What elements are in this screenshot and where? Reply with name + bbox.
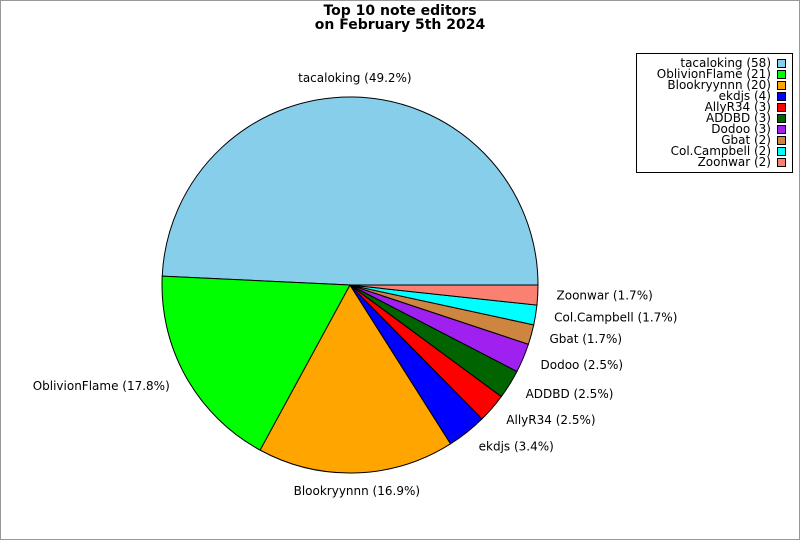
legend-label: Dodoo (3) — [711, 122, 771, 136]
pie-slice — [259, 284, 452, 474]
slice-label: OblivionFlame (17.8%) — [33, 379, 170, 393]
pie-slice — [161, 275, 351, 451]
slice-label: ekdjs (3.4%) — [479, 439, 554, 453]
legend-swatch — [777, 92, 786, 101]
legend-swatch — [777, 136, 786, 145]
slice-label: tacaloking (49.2%) — [298, 71, 412, 85]
slice-label: AllyR34 (2.5%) — [506, 413, 595, 427]
chart-subtitle: on February 5th 2024 — [315, 17, 486, 33]
legend-swatch — [777, 81, 786, 90]
pie-slice — [349, 284, 539, 306]
slice-label: Gbat (1.7%) — [549, 332, 622, 346]
legend-label: tacaloking (58) — [680, 56, 771, 70]
slice-label: Zoonwar (1.7%) — [557, 289, 653, 303]
legend-label: Gbat (2) — [721, 133, 771, 147]
legend-swatch — [777, 70, 786, 79]
slice-label: ADDBD (2.5%) — [526, 387, 614, 401]
legend-label: ekdjs (4) — [719, 89, 771, 103]
legend-swatch — [777, 59, 786, 68]
legend-label: AllyR34 (3) — [705, 100, 771, 114]
slice-label: Dodoo (2.5%) — [541, 358, 624, 372]
legend-swatch — [777, 103, 786, 112]
legend-box — [636, 53, 793, 173]
legend-swatch — [777, 125, 786, 134]
chart-title: Top 10 note editors — [323, 3, 476, 19]
pie-slice — [161, 96, 539, 286]
pie: tacaloking (49.2%) OblivionFlame (17.8%) B… — [33, 71, 678, 498]
legend-swatch — [777, 114, 786, 123]
legend-label: OblivionFlame (21) — [657, 67, 771, 81]
legend-swatch — [777, 158, 786, 167]
slice-label: Blookryynnn (16.9%) — [294, 484, 420, 498]
slice-label: Col.Campbell (1.7%) — [554, 311, 677, 325]
legend-label: ADDBD (3) — [706, 111, 771, 125]
legend-label: Zoonwar (2) — [698, 155, 771, 169]
legend-label: Blookryynnn (20) — [667, 78, 771, 92]
legend: tacaloking (58)OblivionFlame (21)Blookry… — [636, 53, 793, 173]
legend-swatch — [777, 147, 786, 156]
legend-label: Col.Campbell (2) — [671, 144, 771, 158]
